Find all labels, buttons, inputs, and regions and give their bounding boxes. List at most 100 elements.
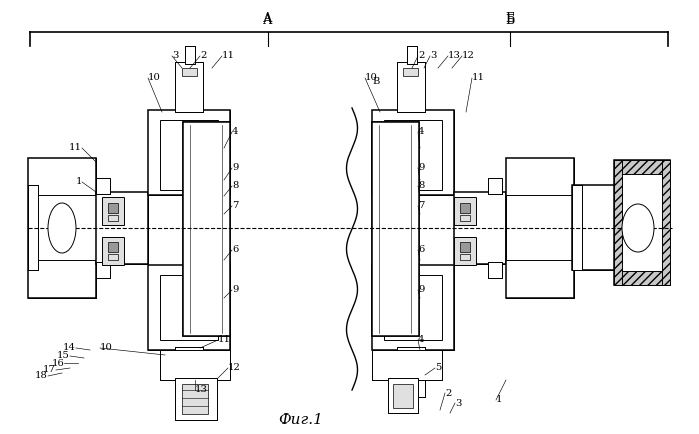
Bar (108, 215, 118, 221)
Bar (614, 160, 670, 174)
Bar (372, 122, 419, 336)
Bar (96, 262, 110, 278)
Text: 7: 7 (232, 201, 238, 210)
Text: 4: 4 (232, 128, 238, 137)
Text: 14: 14 (63, 343, 76, 352)
Bar (185, 46, 195, 64)
Bar (175, 62, 203, 112)
Bar (96, 178, 110, 194)
Text: 17: 17 (43, 365, 56, 375)
Text: 10: 10 (365, 73, 378, 82)
Text: А: А (264, 11, 273, 24)
Bar (160, 350, 230, 380)
Text: 8: 8 (418, 181, 424, 191)
Bar (506, 158, 574, 298)
Bar (488, 262, 502, 278)
Ellipse shape (48, 203, 76, 253)
Bar (96, 192, 148, 264)
Bar (614, 160, 622, 285)
Bar (183, 122, 230, 336)
Text: 11: 11 (222, 52, 235, 60)
Text: 13: 13 (448, 52, 461, 60)
Text: 11: 11 (218, 335, 231, 345)
Bar (460, 215, 470, 221)
Bar (388, 378, 418, 413)
Text: 16: 16 (51, 358, 64, 368)
Text: 4: 4 (418, 128, 424, 137)
Bar (185, 46, 195, 64)
Bar (393, 384, 413, 408)
Bar (454, 197, 476, 225)
Text: 1: 1 (75, 178, 82, 187)
Text: 11: 11 (472, 73, 485, 82)
Text: 3: 3 (430, 52, 436, 60)
Bar (108, 203, 118, 213)
Bar (102, 237, 124, 265)
Text: Б: Б (505, 11, 514, 24)
Bar (182, 384, 208, 414)
Text: 11: 11 (69, 144, 82, 152)
Text: 12: 12 (228, 364, 241, 372)
Bar (28, 158, 96, 298)
Text: А: А (264, 13, 273, 26)
Bar (372, 265, 454, 350)
Bar (96, 178, 110, 194)
Bar (454, 237, 476, 265)
Bar (96, 262, 110, 278)
Bar (488, 178, 502, 194)
Bar (185, 395, 195, 413)
Bar (614, 160, 670, 285)
Text: 5: 5 (435, 364, 441, 372)
Bar (407, 46, 417, 64)
Bar (28, 195, 96, 260)
Bar (572, 185, 668, 270)
Bar (148, 265, 230, 350)
Bar (397, 347, 425, 397)
Text: 18: 18 (35, 372, 48, 381)
Text: 2: 2 (200, 52, 206, 60)
Bar (460, 254, 470, 260)
Bar (488, 178, 502, 194)
Bar (160, 350, 230, 380)
Bar (28, 158, 96, 298)
Bar (384, 120, 442, 190)
Text: 13: 13 (195, 385, 208, 395)
Bar (182, 68, 197, 76)
Bar (372, 110, 454, 195)
Bar (614, 271, 670, 285)
Text: 9: 9 (232, 164, 238, 172)
Bar (372, 265, 454, 350)
Text: 9: 9 (418, 286, 424, 295)
Bar (108, 254, 118, 260)
Text: 3: 3 (455, 398, 461, 408)
Text: 8: 8 (232, 181, 238, 191)
Bar (384, 275, 442, 340)
Bar (102, 197, 124, 225)
Bar (96, 192, 148, 264)
Bar (148, 110, 230, 195)
Bar (148, 110, 230, 195)
Text: 1: 1 (496, 395, 503, 404)
Text: 6: 6 (232, 246, 238, 254)
Bar (183, 122, 230, 336)
Text: 15: 15 (57, 352, 70, 361)
Text: 9: 9 (418, 164, 424, 172)
Ellipse shape (622, 204, 654, 252)
Text: 10: 10 (100, 343, 113, 352)
Text: 10: 10 (148, 73, 161, 82)
Bar (160, 120, 218, 190)
Bar (397, 62, 425, 112)
Bar (372, 122, 419, 336)
Bar (28, 185, 38, 270)
Bar (175, 347, 203, 397)
Bar (506, 158, 574, 298)
Text: 4: 4 (418, 335, 424, 345)
Bar (403, 68, 418, 76)
Bar (662, 160, 670, 285)
Bar (460, 242, 470, 252)
Bar (108, 242, 118, 252)
Bar (372, 350, 442, 380)
Text: 2: 2 (418, 52, 424, 60)
Bar (407, 395, 417, 413)
Bar (388, 378, 418, 413)
